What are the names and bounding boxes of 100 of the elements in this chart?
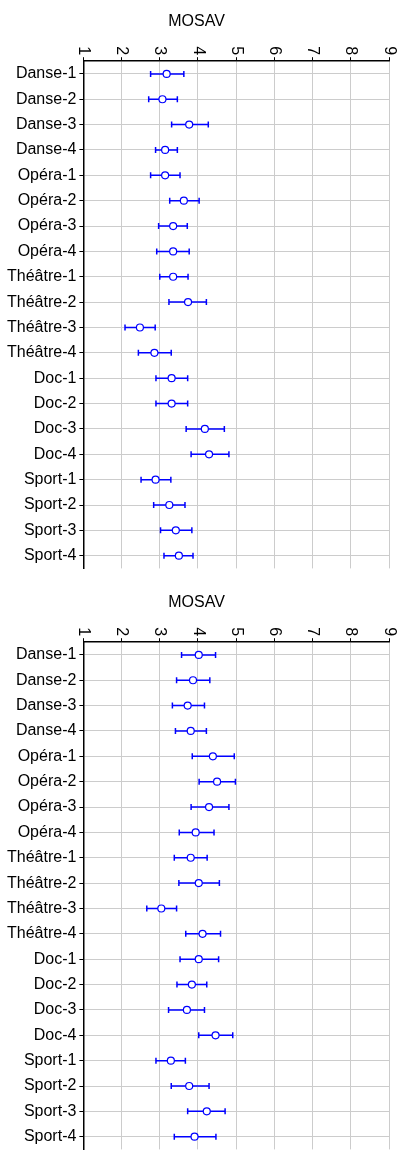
point [186,853,195,862]
point [169,247,178,256]
x-tick-label: 1 [75,46,93,56]
y-tick-label: Doc-1 [33,368,77,386]
x-tick-label: 7 [305,46,323,56]
point [169,272,178,281]
y-tick-label: Sport-3 [23,1101,77,1119]
point [208,752,217,761]
y-tick-label: Doc-4 [33,1025,77,1043]
point [182,1005,191,1015]
y-tick-label: Opéra-2 [17,772,77,790]
x-tick-label: 2 [114,46,132,56]
x-tick-label: 5 [228,46,246,56]
y-tick-label: Sport-2 [23,1076,77,1094]
y-tick-label: Sport-3 [23,520,77,538]
x-tick-label: 2 [114,627,132,637]
point [167,399,176,408]
point [190,1132,199,1141]
y-tick-label: Danse-4 [15,140,77,158]
y-tick-label: Opéra-4 [17,822,77,840]
x-tick-label: 7 [305,627,323,637]
x-tick-label: 6 [266,627,284,637]
y-tick-label: Sport-2 [23,495,77,513]
point [161,145,170,155]
point [202,1107,211,1116]
point [150,348,159,357]
y-tick-label: Opéra-4 [17,241,77,259]
y-tick-label: Sport-4 [23,1127,77,1145]
y-tick-label: Sport-1 [23,1051,77,1069]
x-tick-label: 6 [266,46,284,56]
point [200,424,209,434]
x-tick-label: 8 [343,46,361,56]
y-tick-label: Théâtre-3 [6,317,77,335]
chart-title: MOSAV [168,12,226,30]
y-tick-label: Danse-2 [15,670,77,688]
x-tick-label: 5 [228,627,246,637]
point [171,526,180,535]
y-tick-label: Danse-4 [15,721,77,739]
y-tick-label: Danse-1 [15,64,77,82]
x-tick-label: 9 [381,627,399,637]
point [198,929,207,938]
y-tick-label: Théâtre-3 [6,898,77,916]
y-tick-label: Théâtre-4 [6,343,77,361]
point [188,676,198,685]
y-tick-label: Théâtre-2 [6,292,77,310]
y-tick-label: Doc-4 [33,444,77,462]
point [185,120,194,129]
y-tick-label: Danse-3 [15,696,77,714]
point [194,879,203,888]
y-tick-label: Danse-3 [15,115,77,133]
point [166,1056,175,1065]
x-tick-label: 8 [343,627,361,637]
point [187,980,196,989]
point [194,955,203,964]
chart-title: MOSAV [168,593,226,611]
point [162,69,171,78]
x-tick-label: 4 [190,627,208,637]
point [211,1031,220,1040]
y-tick-label: Opéra-2 [17,191,77,209]
point [135,323,145,332]
point [185,1081,194,1091]
y-tick-label: Opéra-1 [17,165,77,183]
point [161,171,170,180]
y-tick-label: Théâtre-2 [6,873,77,891]
y-tick-label: Danse-2 [15,89,77,107]
x-tick-label: 4 [190,46,208,56]
y-tick-label: Opéra-1 [17,746,77,764]
y-tick-label: Doc-2 [33,974,77,992]
point [204,802,214,812]
point [158,95,167,104]
x-tick-label: 3 [152,46,170,56]
y-tick-label: Théâtre-4 [6,924,77,942]
point [194,650,203,659]
point [179,196,188,205]
y-tick-label: Théâtre-1 [6,267,77,285]
y-tick-label: Sport-4 [23,546,77,564]
point [204,450,214,459]
point [212,777,222,786]
point [183,298,193,307]
y-tick-label: Doc-1 [33,949,77,967]
point [167,374,176,383]
x-tick-label: 9 [381,46,399,56]
y-tick-label: Doc-2 [33,393,77,411]
point [169,221,178,231]
point [151,475,160,484]
point [174,551,183,560]
point [191,828,200,837]
point [183,701,192,710]
point [165,500,174,510]
x-tick-label: 3 [152,627,170,637]
y-tick-label: Doc-3 [33,1000,77,1018]
y-tick-label: Doc-3 [33,419,77,437]
y-tick-label: Théâtre-1 [6,848,77,866]
point [157,904,166,913]
y-tick-label: Sport-1 [23,470,77,488]
y-tick-label: Opéra-3 [17,797,77,815]
y-tick-label: Opéra-3 [17,216,77,234]
x-tick-label: 1 [75,627,93,637]
point [186,726,195,736]
y-tick-label: Danse-1 [15,645,77,663]
